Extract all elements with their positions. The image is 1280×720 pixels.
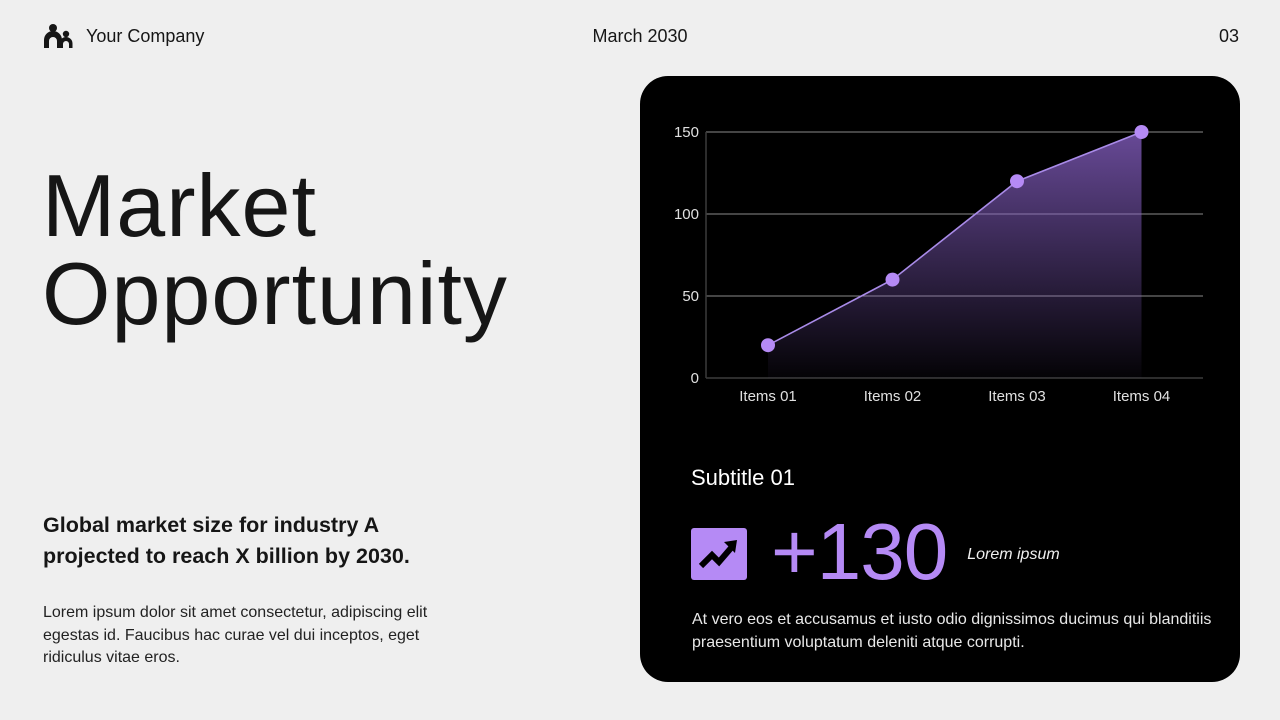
y-tick-label: 150 [674,124,699,141]
y-tick-label: 0 [691,370,699,387]
brand: Your Company [42,24,204,48]
x-tick-label: Items 01 [739,388,797,405]
chart-area [761,125,1149,378]
page-number: 03 [1218,26,1239,46]
people-icon [44,24,73,48]
stats-card: 0 50 100 150 Items 01 Items 02 Items 03 Items … [640,76,1240,682]
date-label: March 2030 [592,26,688,46]
stat-label: Lorem ipsum [967,546,1060,563]
data-point [1010,174,1024,189]
header: Your Company March 2030 03 [0,0,1280,72]
page-title: Market Opportunity [42,162,508,338]
card-subtitle: Subtitle 01 [691,465,795,490]
y-tick-label: 100 [674,206,699,223]
card-text: At vero eos et accusamus et iusto odio d… [692,611,1212,651]
stat-row: +130 Lorem ipsum [691,512,1060,592]
headline: Global market size for industry A projec… [43,513,410,568]
stat-value: +130 [771,507,948,596]
data-point [885,272,900,287]
body-text: Lorem ipsum dolor sit amet consectetur, … [43,604,428,666]
chart-x-labels: Items 01 Items 02 Items 03 Items 04 [739,388,1170,405]
x-tick-label: Items 02 [864,388,922,405]
y-tick-label: 50 [682,288,699,305]
data-point [1134,125,1149,139]
x-tick-label: Items 04 [1113,388,1171,405]
data-point [761,338,775,353]
title-line-1: Market [42,156,317,255]
title-line-2: Opportunity [42,244,508,343]
company-name: Your Company [86,25,205,46]
x-tick-label: Items 03 [988,388,1046,405]
trending-up-icon [691,528,747,580]
